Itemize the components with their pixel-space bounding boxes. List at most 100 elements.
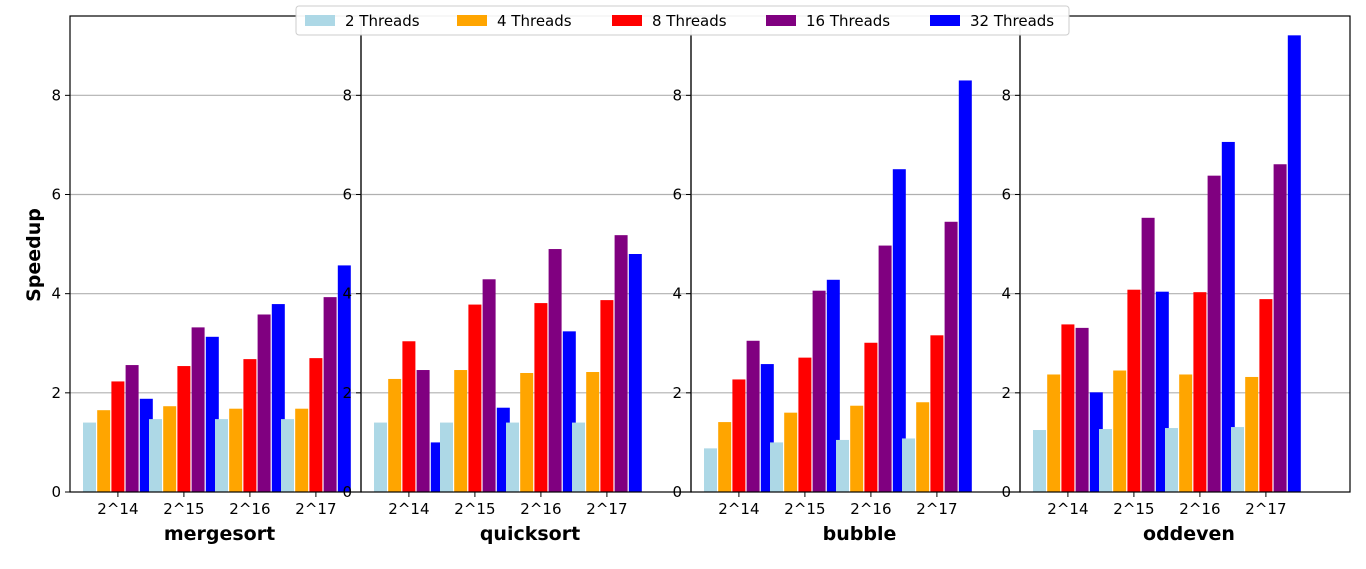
x-tick-label: 2^14 bbox=[718, 500, 759, 518]
x-tick-label: 2^16 bbox=[1179, 500, 1220, 518]
y-tick-label: 0 bbox=[51, 483, 61, 501]
bar-oddeven-2^17-2-threads bbox=[1231, 427, 1244, 492]
x-tick-label: 2^15 bbox=[1113, 500, 1154, 518]
bar-quicksort-2^17-8-threads bbox=[600, 300, 614, 492]
bar-oddeven-2^16-16-threads bbox=[1207, 175, 1221, 493]
bar-mergesort-2^17-2-threads bbox=[281, 419, 294, 492]
bar-oddeven-2^15-2-threads bbox=[1099, 429, 1112, 492]
legend-swatch-32-threads bbox=[930, 15, 960, 26]
y-tick-label: 6 bbox=[1001, 186, 1011, 204]
panel-quicksort: 0 2 4 6 8 2^14 2^15 2^16 2^17 quicksort bbox=[342, 15, 692, 545]
legend-swatch-2-threads bbox=[305, 15, 335, 26]
bar-quicksort-2^16-2-threads bbox=[506, 422, 519, 492]
panel-bubble: 0 2 4 6 8 2^14 2^15 2^16 2^17 bubble bbox=[672, 15, 1021, 545]
bar-oddeven-2^17-16-threads bbox=[1273, 164, 1287, 493]
bar-bubble-2^15-32-threads bbox=[826, 279, 840, 492]
bar-mergesort-2^15-8-threads bbox=[177, 366, 191, 492]
y-axis-label: Speedup bbox=[23, 208, 45, 302]
x-tick-label: 2^16 bbox=[229, 500, 270, 518]
panel-mergesort: 0 2 4 6 8 2^14 2^15 2^16 2^17 mergesort bbox=[51, 15, 362, 545]
x-tick-label: 2^17 bbox=[586, 500, 627, 518]
bar-mergesort-2^14-4-threads bbox=[97, 410, 111, 492]
bar-oddeven-2^15-16-threads bbox=[1141, 217, 1155, 492]
legend: 2 Threads 4 Threads 8 Threads 16 Threads 32 … bbox=[295, 5, 1070, 36]
bar-quicksort-2^16-8-threads bbox=[534, 303, 548, 492]
y-tick-label: 4 bbox=[672, 285, 682, 303]
bar-quicksort-2^17-16-threads bbox=[614, 235, 628, 493]
bar-quicksort-2^16-4-threads bbox=[520, 373, 534, 492]
y-tick-label: 8 bbox=[51, 86, 61, 104]
y-tick-label: 0 bbox=[342, 483, 352, 501]
bar-bubble-2^16-32-threads bbox=[892, 169, 906, 492]
bar-mergesort-2^17-8-threads bbox=[309, 358, 323, 492]
bar-mergesort-2^16-4-threads bbox=[229, 408, 243, 492]
bar-bubble-2^14-8-threads bbox=[732, 379, 746, 492]
bar-mergesort-2^14-8-threads bbox=[111, 381, 125, 492]
legend-label-8-threads: 8 Threads bbox=[652, 12, 727, 30]
bar-oddeven-2^16-4-threads bbox=[1179, 374, 1193, 492]
panel-title-bubble: bubble bbox=[823, 523, 897, 545]
y-tick-label: 6 bbox=[342, 186, 352, 204]
x-tick-label: 2^14 bbox=[97, 500, 138, 518]
panel-oddeven: 0 2 4 6 8 2^14 2^15 2^16 2^17 oddeven bbox=[1001, 15, 1351, 545]
bar-quicksort-2^15-4-threads bbox=[454, 370, 468, 492]
chart-panels: 0 2 4 6 8 2^14 2^15 2^16 2^17 mergesort 0 2 4 6 8 2^14 2… bbox=[51, 15, 1351, 545]
x-tick-label: 2^14 bbox=[1047, 500, 1088, 518]
y-tick-label: 0 bbox=[1001, 483, 1011, 501]
bar-quicksort-2^15-8-threads bbox=[468, 304, 482, 492]
legend-label-32-threads: 32 Threads bbox=[970, 12, 1054, 30]
bar-quicksort-2^15-16-threads bbox=[482, 279, 496, 492]
bar-mergesort-2^17-4-threads bbox=[295, 408, 309, 492]
bar-bubble-2^15-4-threads bbox=[784, 412, 798, 492]
bar-bubble-2^17-32-threads bbox=[958, 80, 972, 492]
bar-bubble-2^17-2-threads bbox=[902, 438, 915, 492]
bar-bubble-2^16-8-threads bbox=[864, 342, 878, 492]
panel-title-quicksort: quicksort bbox=[480, 523, 580, 545]
legend-swatch-8-threads bbox=[612, 15, 642, 26]
bar-oddeven-2^17-32-threads bbox=[1287, 35, 1301, 493]
bar-bubble-2^17-4-threads bbox=[916, 402, 930, 492]
legend-swatch-16-threads bbox=[766, 15, 796, 26]
panel-title-mergesort: mergesort bbox=[164, 523, 275, 545]
bar-mergesort-2^17-16-threads bbox=[323, 297, 337, 492]
y-tick-label: 4 bbox=[51, 285, 61, 303]
bar-mergesort-2^14-16-threads bbox=[125, 365, 139, 492]
bar-mergesort-2^16-2-threads bbox=[215, 419, 228, 492]
legend-swatch-4-threads bbox=[457, 15, 487, 26]
bar-oddeven-2^17-8-threads bbox=[1259, 299, 1273, 492]
x-tick-label: 2^14 bbox=[388, 500, 429, 518]
bar-oddeven-2^15-8-threads bbox=[1127, 289, 1141, 492]
bar-quicksort-2^17-4-threads bbox=[586, 372, 600, 492]
y-tick-label: 4 bbox=[1001, 285, 1011, 303]
bar-bubble-2^14-16-threads bbox=[746, 340, 760, 492]
bar-bubble-2^16-2-threads bbox=[836, 439, 849, 492]
x-tick-label: 2^17 bbox=[916, 500, 957, 518]
bar-bubble-2^16-16-threads bbox=[878, 245, 892, 492]
bar-mergesort-2^15-2-threads bbox=[149, 419, 162, 492]
y-tick-label: 2 bbox=[672, 384, 682, 402]
bar-quicksort-2^14-16-threads bbox=[416, 370, 430, 492]
x-tick-label: 2^17 bbox=[295, 500, 336, 518]
legend-label-4-threads: 4 Threads bbox=[497, 12, 572, 30]
y-tick-label: 0 bbox=[672, 483, 682, 501]
x-tick-label: 2^16 bbox=[520, 500, 561, 518]
bar-mergesort-2^16-8-threads bbox=[243, 359, 257, 492]
bar-quicksort-2^14-2-threads bbox=[374, 422, 387, 492]
x-tick-label: 2^15 bbox=[454, 500, 495, 518]
y-tick-label: 6 bbox=[51, 186, 61, 204]
bar-mergesort-2^15-4-threads bbox=[163, 406, 177, 492]
bar-bubble-2^14-2-threads bbox=[704, 448, 717, 492]
bar-bubble-2^17-8-threads bbox=[930, 335, 944, 492]
bar-oddeven-2^14-8-threads bbox=[1061, 324, 1075, 492]
bar-oddeven-2^15-4-threads bbox=[1113, 370, 1127, 492]
bar-oddeven-2^17-4-threads bbox=[1245, 376, 1259, 492]
bar-oddeven-2^16-32-threads bbox=[1221, 141, 1235, 493]
bar-bubble-2^15-8-threads bbox=[798, 357, 812, 492]
panel-frame bbox=[1019, 15, 1351, 493]
y-tick-label: 2 bbox=[1001, 384, 1011, 402]
y-tick-label: 2 bbox=[51, 384, 61, 402]
bar-oddeven-2^14-2-threads bbox=[1033, 430, 1046, 492]
bar-quicksort-2^15-2-threads bbox=[440, 422, 453, 492]
bar-bubble-2^15-2-threads bbox=[770, 442, 783, 492]
bar-oddeven-2^16-2-threads bbox=[1165, 428, 1178, 492]
